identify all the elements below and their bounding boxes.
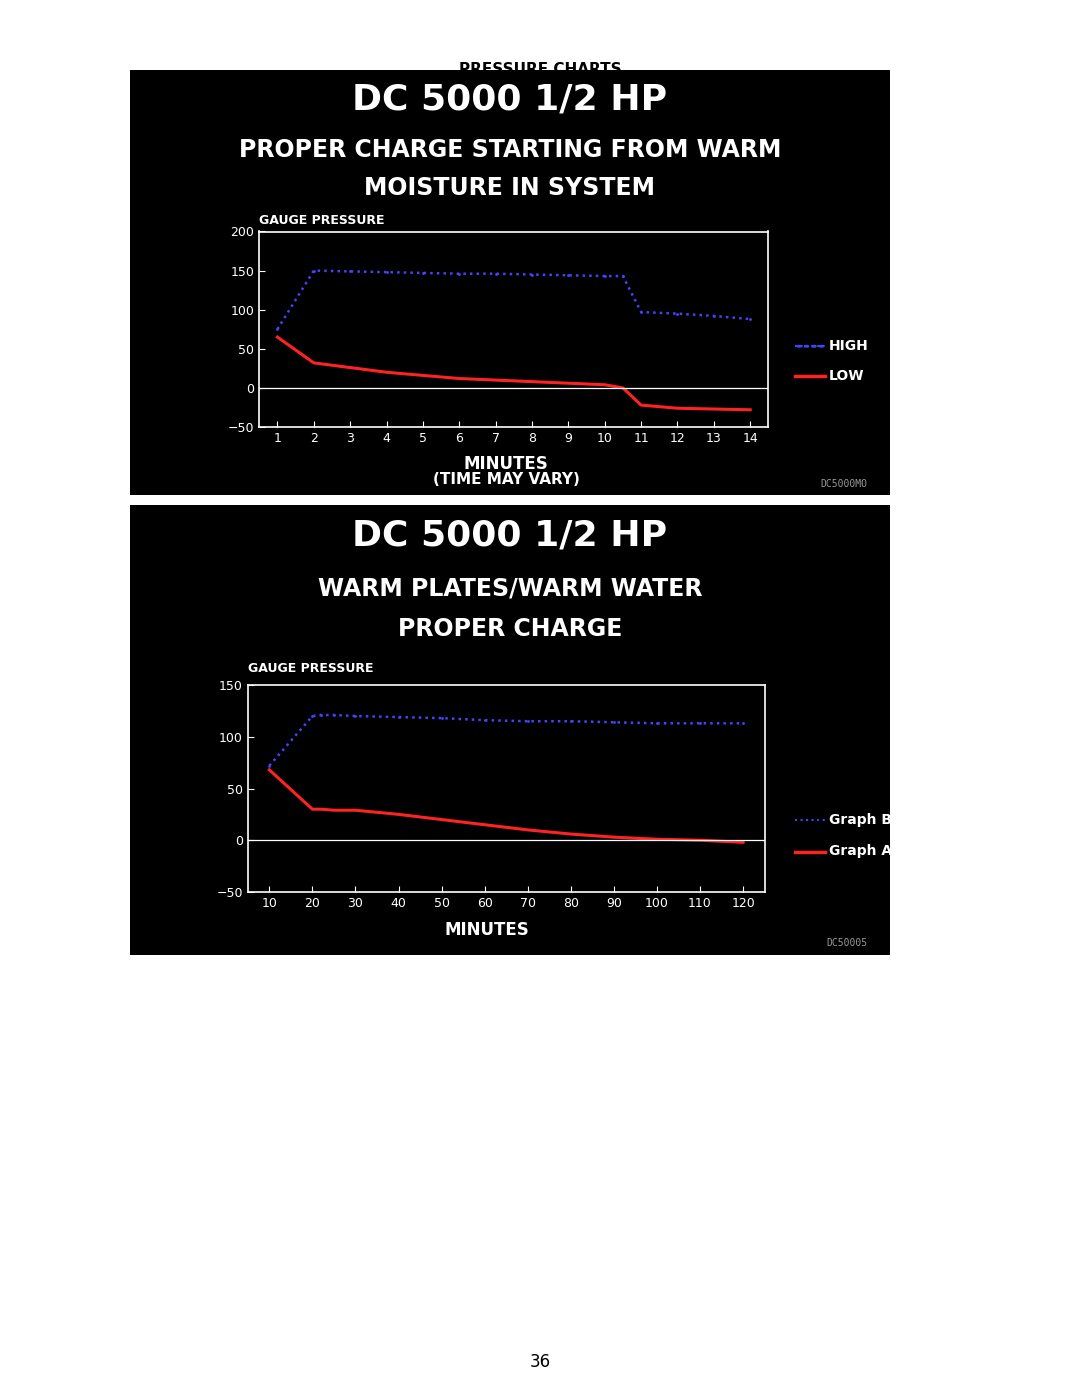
Text: DC5000MO: DC5000MO <box>820 479 867 489</box>
Text: WARM PLATES/WARM WATER: WARM PLATES/WARM WATER <box>318 577 702 601</box>
Text: LOW: LOW <box>829 369 865 383</box>
FancyBboxPatch shape <box>122 500 897 960</box>
Text: GAUGE PRESSURE: GAUGE PRESSURE <box>247 662 374 676</box>
Text: 36: 36 <box>529 1354 551 1370</box>
Text: Graph A: Graph A <box>829 845 892 859</box>
Text: DC 5000 1/2 HP: DC 5000 1/2 HP <box>352 82 667 117</box>
Text: Graph B: Graph B <box>829 813 892 827</box>
Text: DC50005: DC50005 <box>826 939 867 949</box>
Text: PRESSURE CHARTS: PRESSURE CHARTS <box>459 63 621 77</box>
Text: GAUGE PRESSURE: GAUGE PRESSURE <box>259 215 384 228</box>
Text: TRENDS: TRENDS <box>247 690 305 703</box>
Text: MINUTES: MINUTES <box>463 454 549 472</box>
Text: PROPER CHARGE STARTING FROM WARM: PROPER CHARGE STARTING FROM WARM <box>239 138 781 162</box>
Text: DC 5000 1/2 HP: DC 5000 1/2 HP <box>352 518 667 552</box>
Text: PROPER CHARGE: PROPER CHARGE <box>397 617 622 641</box>
FancyBboxPatch shape <box>122 66 897 499</box>
Text: (TRENDS): (TRENDS) <box>259 240 327 253</box>
Text: (TIME MAY VARY): (TIME MAY VARY) <box>433 472 580 486</box>
Text: MINUTES: MINUTES <box>445 921 529 939</box>
Text: HIGH: HIGH <box>829 339 869 353</box>
Text: MOISTURE IN SYSTEM: MOISTURE IN SYSTEM <box>365 176 656 200</box>
